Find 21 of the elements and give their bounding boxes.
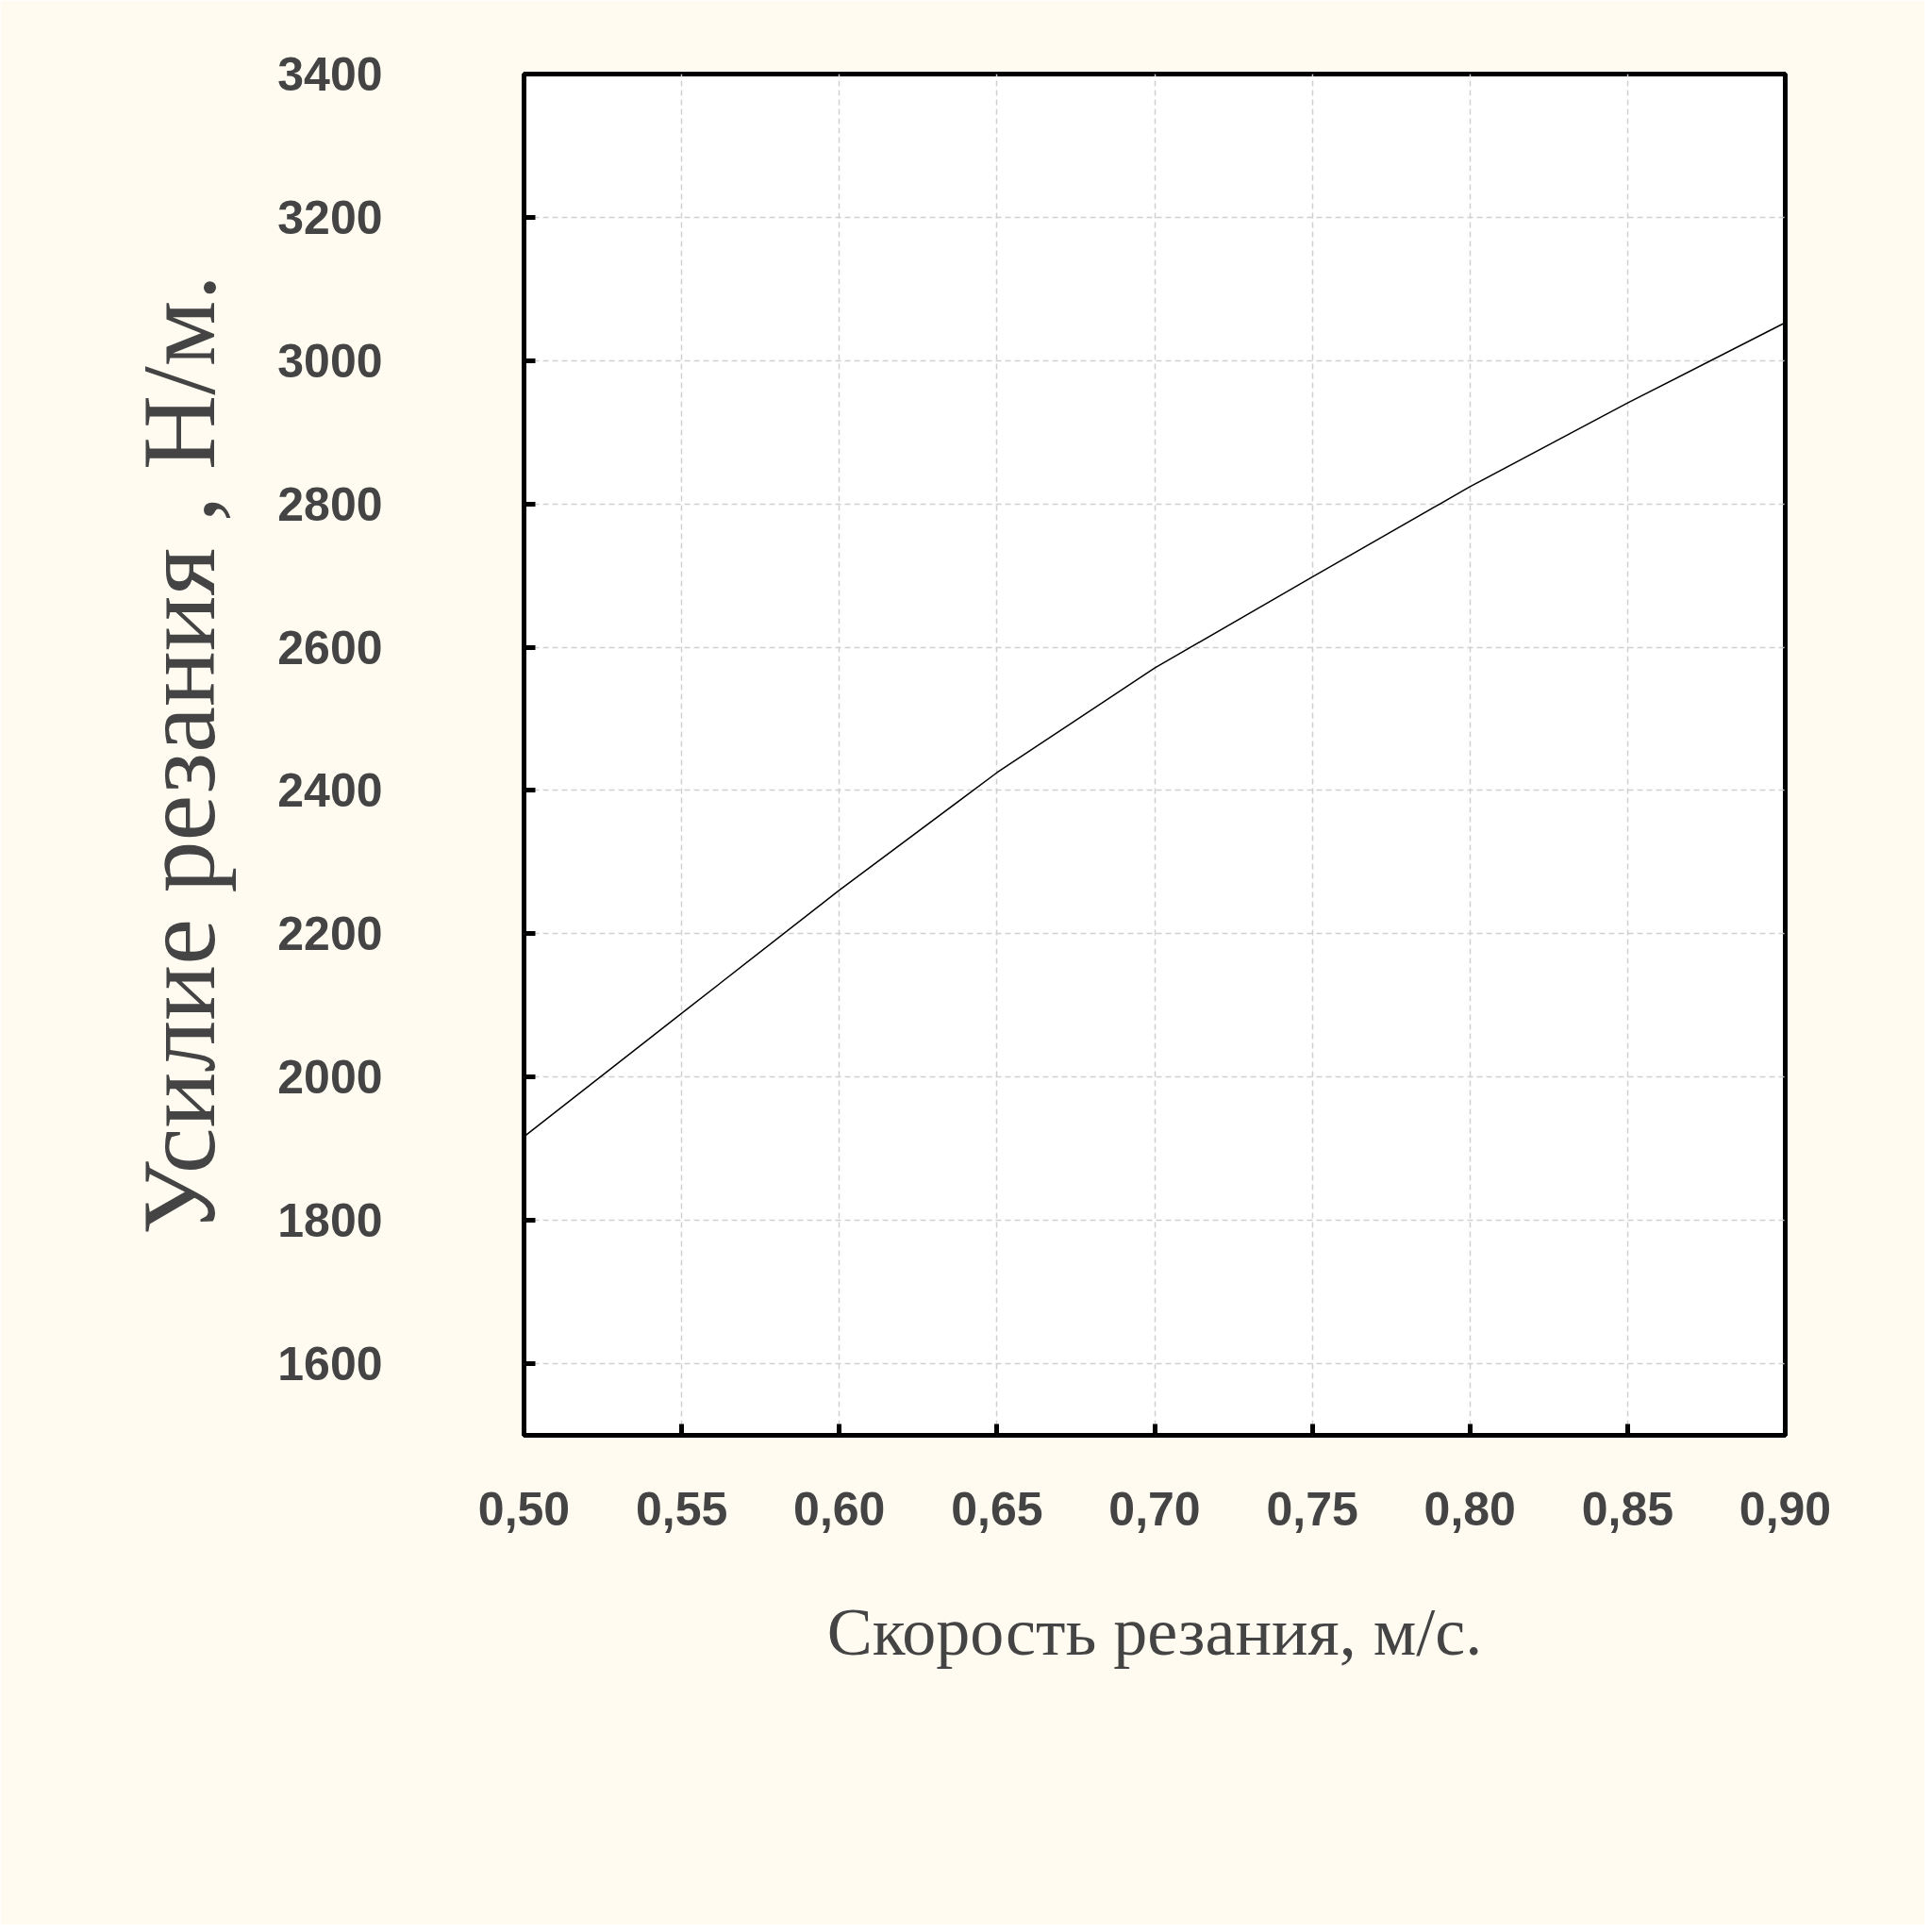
x-tick-label: 0,50 (477, 1482, 571, 1536)
y-tick-label: 3400 (277, 48, 383, 101)
y-axis-title: Усилие резания , Н/м. (122, 275, 238, 1235)
x-tick-label: 0,55 (635, 1482, 728, 1536)
x-tick-label: 0,85 (1581, 1482, 1674, 1536)
y-tick-label: 3000 (277, 334, 383, 388)
x-tick-label: 0,70 (1108, 1482, 1201, 1536)
y-tick-label: 2000 (277, 1051, 383, 1105)
y-tick-label: 1600 (277, 1338, 383, 1391)
y-tick-label: 2400 (277, 764, 383, 818)
y-tick-label: 3200 (277, 191, 383, 244)
y-tick-label: 2600 (277, 621, 383, 675)
x-tick-label: 0,90 (1739, 1482, 1832, 1536)
x-axis-title: Скорость резания, м/с. (826, 1593, 1483, 1670)
y-tick-label: 2800 (277, 477, 383, 531)
y-tick-label: 2200 (277, 908, 383, 961)
x-tick-label: 0,60 (793, 1482, 886, 1536)
x-tick-label: 0,65 (951, 1482, 1043, 1536)
y-tick-label: 1800 (277, 1194, 383, 1248)
x-tick-label: 0,80 (1423, 1482, 1516, 1536)
x-tick-label: 0,75 (1266, 1482, 1358, 1536)
